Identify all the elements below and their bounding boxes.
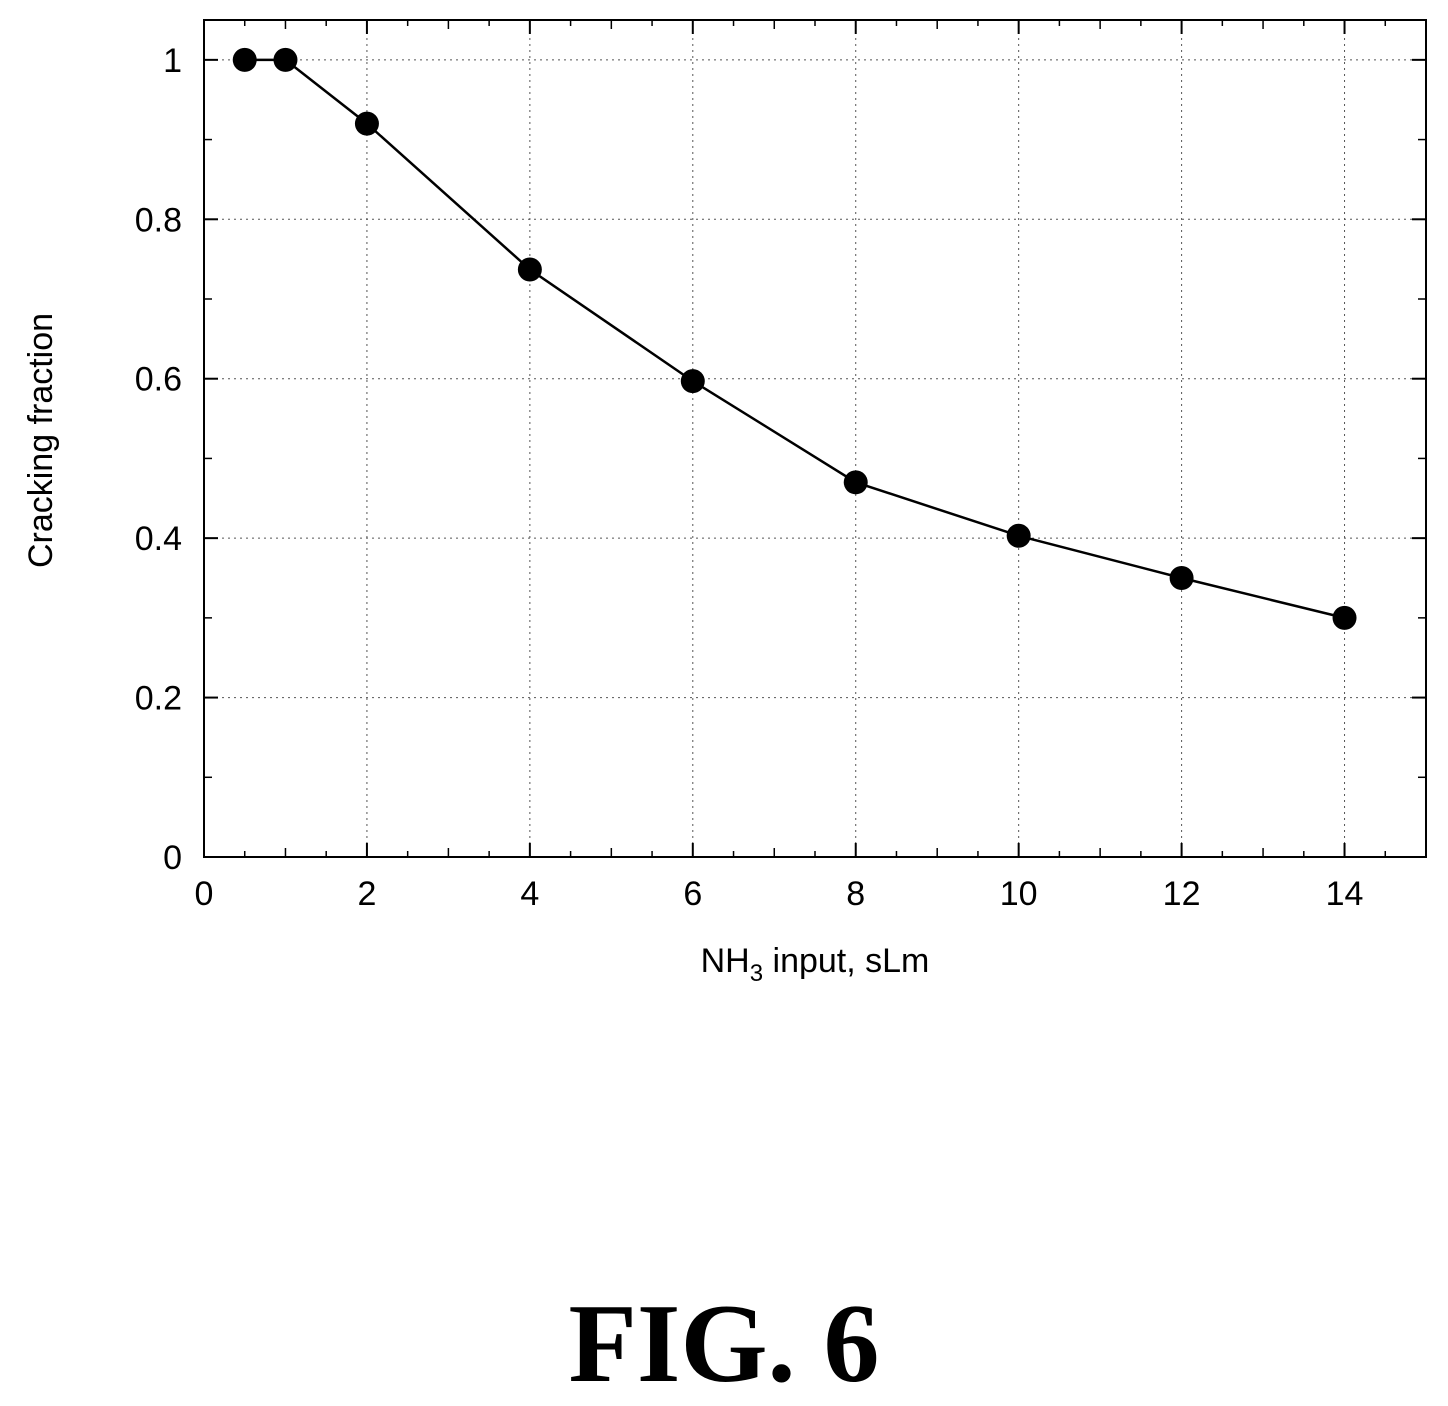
y-tick-label: 0.4 — [135, 520, 182, 558]
x-axis-label-rest: input, sLm — [763, 942, 929, 980]
y-tick-labels: 0 0.2 0.4 0.6 0.8 1 — [135, 42, 182, 877]
y-tick-label: 0.8 — [135, 201, 182, 239]
x-tick-label: 6 — [683, 875, 702, 913]
x-tick-label: 2 — [357, 875, 376, 913]
x-axis-label-main: NH — [701, 942, 750, 980]
x-tick-label: 14 — [1326, 875, 1364, 913]
x-axis-label-subscript: 3 — [750, 960, 763, 987]
x-tick-label: 10 — [1000, 875, 1038, 913]
data-point — [843, 470, 868, 495]
data-point — [232, 47, 257, 72]
y-axis-label: Cracking fraction — [22, 313, 60, 568]
data-point — [1169, 566, 1194, 590]
x-tick-label: 0 — [195, 875, 214, 913]
data-point — [680, 369, 705, 394]
plot-frame — [203, 19, 1427, 858]
series-line — [244, 58, 1345, 620]
y-tick-label: 0.6 — [135, 361, 182, 399]
y-tick-label: 0 — [163, 839, 182, 877]
grid-lines — [204, 20, 1426, 857]
y-tick-label: 0.2 — [135, 680, 182, 718]
data-point — [1006, 523, 1031, 548]
x-tick-label: 8 — [846, 875, 865, 913]
data-point — [354, 111, 379, 136]
axis-ticks — [203, 20, 1427, 858]
figure-caption: FIG. 6 — [568, 1282, 880, 1406]
data-point — [273, 47, 298, 72]
data-point — [1332, 605, 1357, 630]
x-axis-label: NH3 input, sLm — [701, 942, 930, 987]
x-tick-labels: 0 2 4 6 8 10 12 14 — [195, 875, 1364, 913]
y-tick-label: 1 — [163, 42, 182, 80]
x-tick-label: 4 — [520, 875, 539, 913]
x-tick-label: 12 — [1163, 875, 1201, 913]
data-point — [517, 257, 542, 282]
data-points — [232, 47, 1357, 630]
chart: 0 2 4 6 8 10 12 14 0 0.2 0.4 0.6 0.8 1 NH3 input, sL… — [22, 19, 1427, 987]
